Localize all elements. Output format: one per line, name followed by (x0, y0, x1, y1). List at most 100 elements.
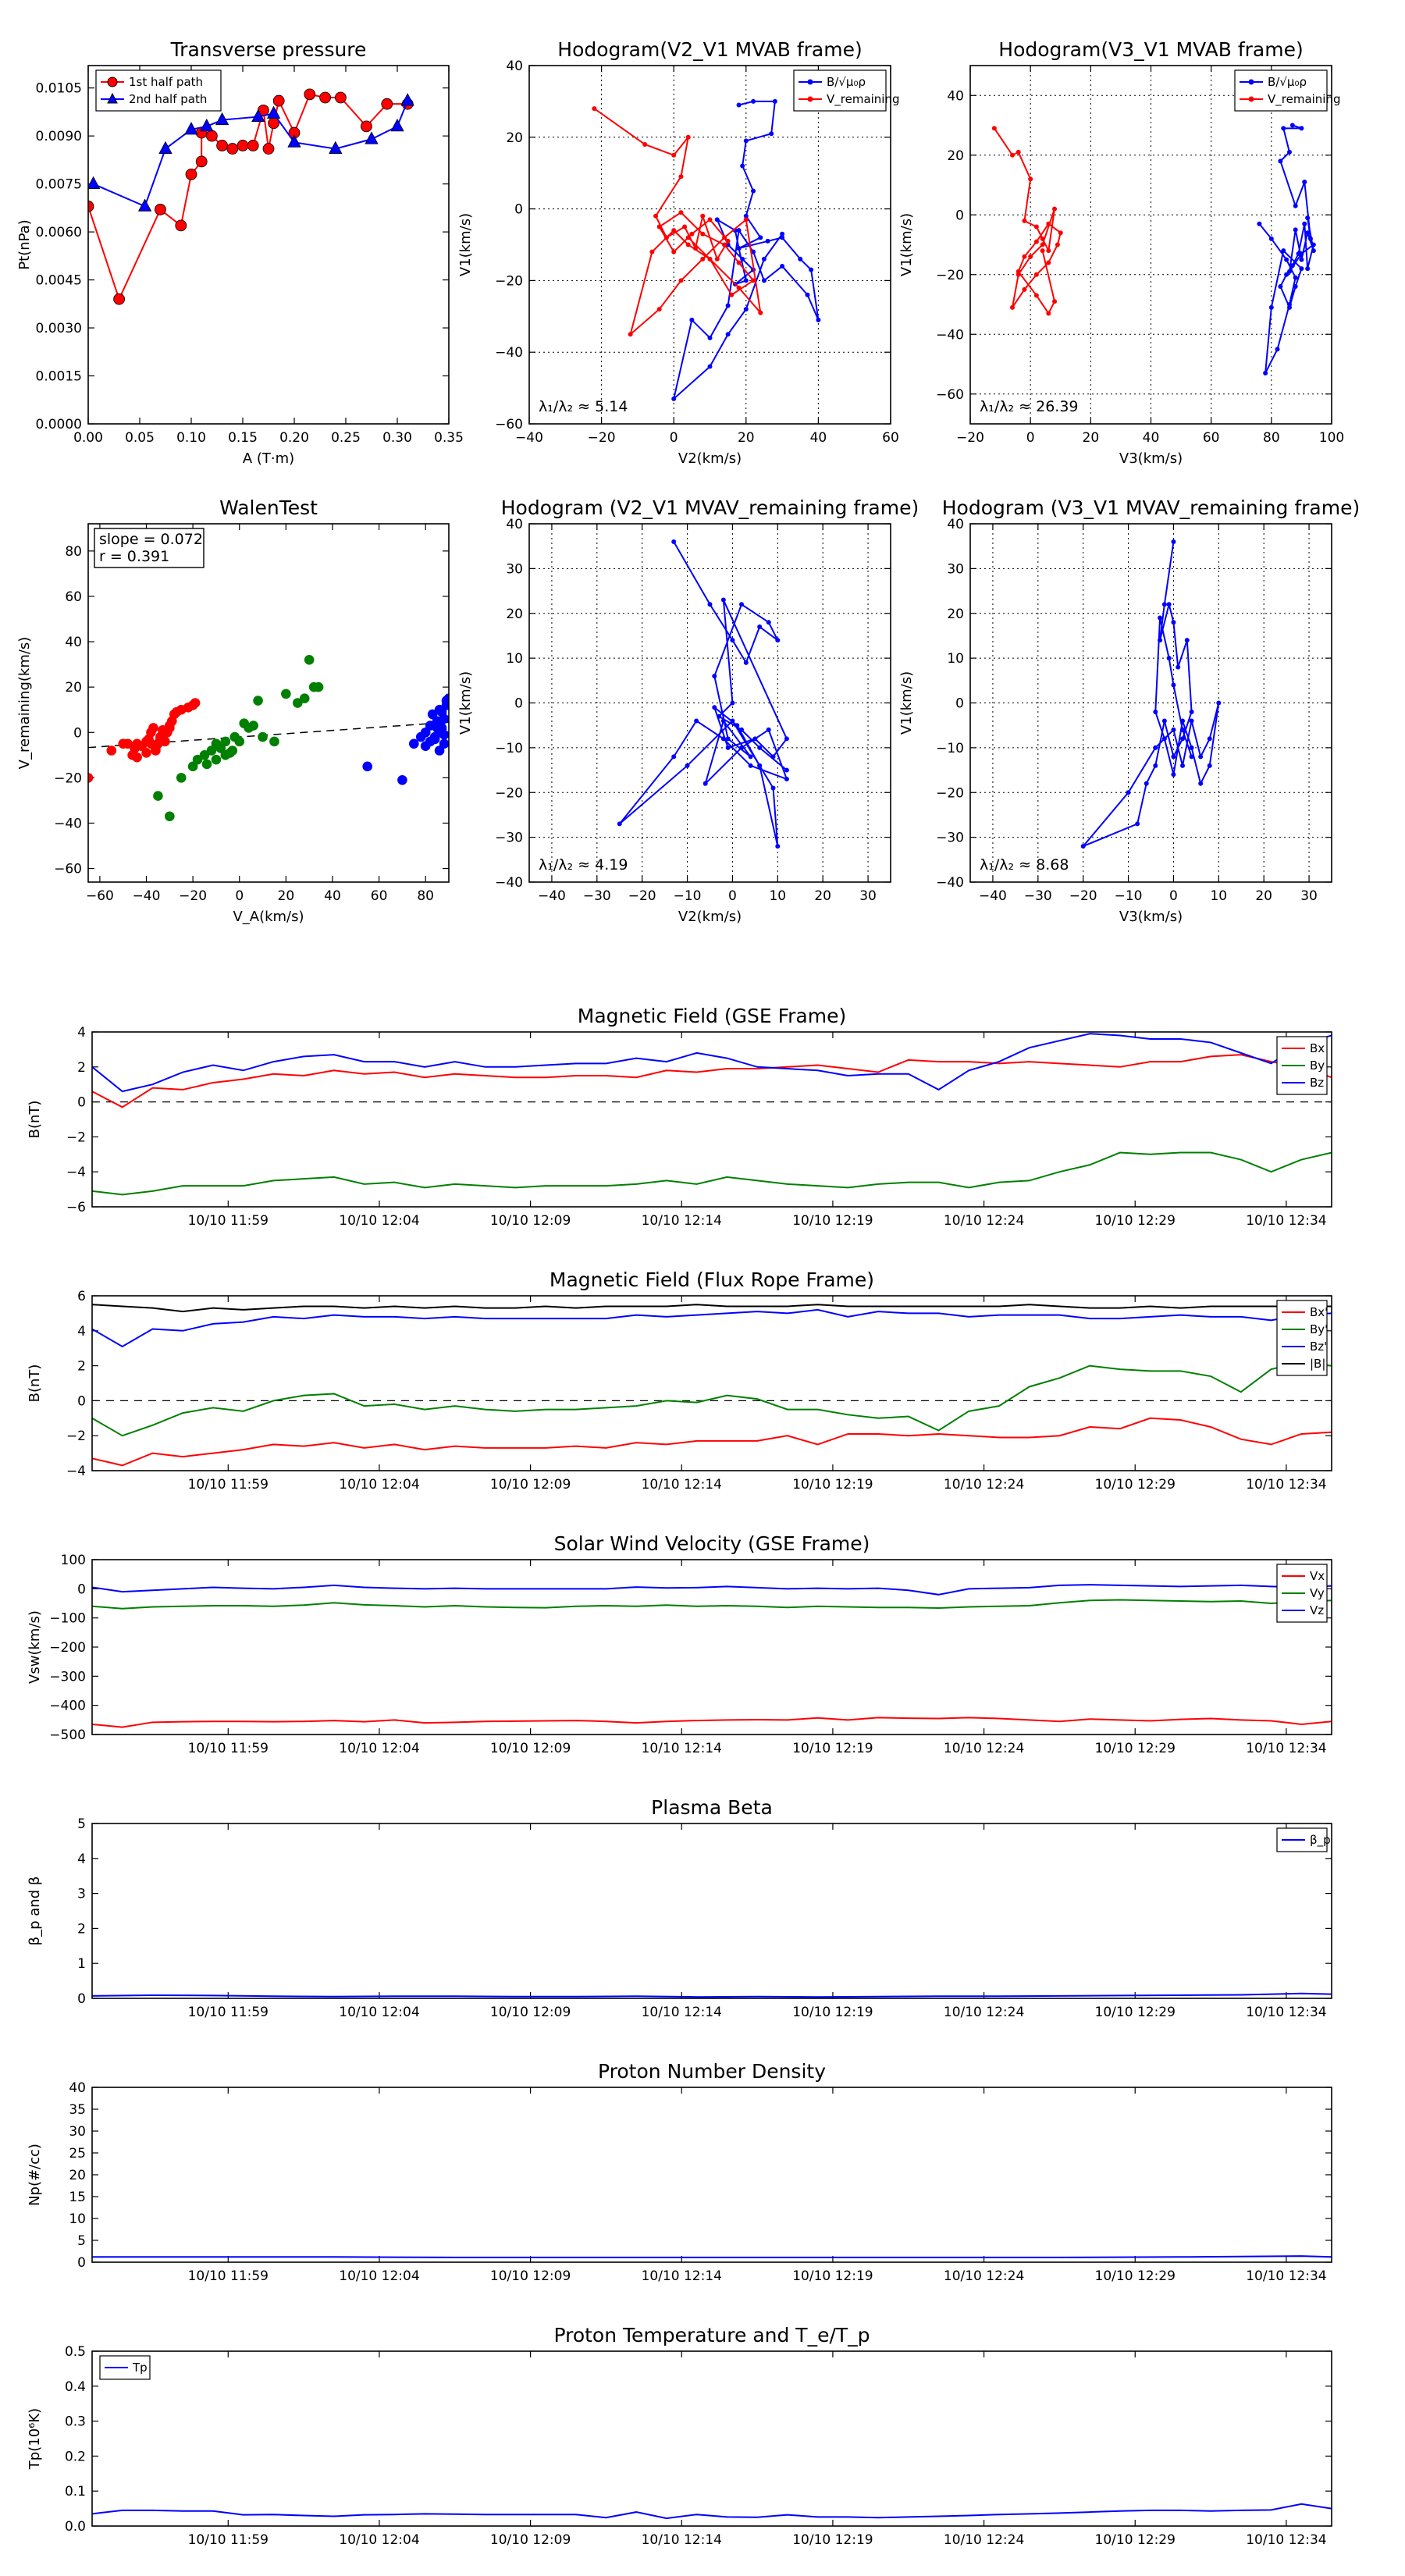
data-point (700, 231, 706, 237)
data-point (304, 655, 315, 665)
series-line-2nd half path (93, 100, 409, 208)
x-axis-label: V3(km/s) (1119, 450, 1183, 467)
y-tick-label: 0.0075 (36, 177, 82, 193)
data-point (1040, 248, 1045, 254)
data-point (592, 106, 597, 112)
chart-title: Magnetic Field (GSE Frame) (578, 1005, 846, 1027)
data-point (408, 738, 419, 749)
data-point (313, 681, 324, 692)
data-point (1022, 254, 1027, 259)
x-tick-label: 10/10 12:09 (490, 2268, 571, 2284)
stats-box (94, 528, 205, 568)
data-point (319, 91, 332, 104)
data-point (215, 743, 226, 753)
x-tick-label: 0.25 (331, 430, 361, 446)
data-point (1305, 215, 1311, 221)
legend-box (793, 69, 887, 112)
legend-marker (807, 96, 813, 102)
data-point (1302, 180, 1307, 185)
x-tick-label: 0.05 (125, 430, 155, 446)
chart-proton-temperature: Proton Temperature and T_e/T_p 10/10 11:5… (27, 2324, 1332, 2548)
legend: Tp (99, 2355, 151, 2380)
data-point (1144, 781, 1149, 786)
data-point (1275, 347, 1280, 352)
chart-title: Transverse pressure (170, 38, 367, 61)
data-point (780, 264, 785, 269)
legend-marker (107, 92, 118, 104)
x-tick-label: 0 (728, 888, 737, 904)
plot-area (92, 1033, 1332, 1196)
y-tick-label: 0.0015 (36, 369, 82, 385)
data-point (153, 791, 163, 801)
x-tick-label: 10/10 11:59 (188, 1741, 269, 1756)
data-point (739, 727, 745, 732)
data-point (805, 292, 810, 297)
data-point (1016, 149, 1021, 155)
data-point (722, 242, 727, 247)
data-point (1080, 844, 1086, 849)
series-line-Bx' (92, 1417, 1332, 1467)
data-point (780, 231, 785, 237)
x-tick-label: 0.15 (228, 430, 258, 446)
data-point (113, 293, 126, 305)
data-point (707, 217, 713, 222)
data-point (752, 736, 758, 742)
x-tick-label: 10/10 12:09 (490, 1213, 571, 1229)
y-tick-label: 30 (947, 561, 964, 577)
data-point (272, 94, 285, 107)
legend-label: Bz (1310, 1076, 1324, 1090)
y-tick-label: 0.1 (65, 2484, 86, 2500)
data-point (1153, 709, 1158, 714)
data-point (187, 761, 198, 772)
data-point (287, 134, 301, 148)
y-tick-label: −2 (66, 1429, 86, 1444)
x-tick-label: 10/10 12:09 (490, 1477, 571, 1493)
data-point (420, 741, 431, 751)
data-point (1166, 602, 1172, 607)
y-tick-label: −30 (495, 831, 523, 846)
data-point (743, 138, 749, 144)
x-tick-label: 10 (769, 888, 786, 904)
data-point (671, 396, 677, 401)
data-point (365, 131, 379, 144)
data-point (1278, 158, 1283, 164)
data-point (656, 224, 662, 229)
series-line-Bz' (92, 1308, 1332, 1348)
x-tick-label: 40 (810, 430, 827, 446)
data-point (653, 213, 659, 219)
data-point (730, 718, 735, 724)
data-point (1293, 284, 1298, 290)
data-point (234, 736, 245, 747)
series-line-Bx (92, 1054, 1332, 1108)
data-point (694, 718, 699, 724)
x-tick-label: 10/10 12:14 (642, 2268, 722, 2284)
y-tick-label: 20 (506, 607, 523, 622)
x-tick-label: 0 (670, 430, 678, 446)
chart-hodogram-v3-v1-mvab: Hodogram(V3_V1 MVAB frame) −20 0 20 40 60 80 10… (898, 38, 1344, 467)
y-tick-label: 4 (77, 1025, 86, 1041)
data-point (397, 774, 407, 785)
data-point (427, 709, 438, 720)
legend-marker (1248, 96, 1254, 102)
data-point (192, 754, 203, 765)
data-point (227, 745, 238, 756)
data-point (769, 131, 774, 137)
data-point (761, 256, 767, 262)
data-point (106, 745, 117, 756)
data-point (400, 93, 414, 106)
data-point (226, 143, 239, 155)
data-point (757, 745, 763, 750)
x-tick-label: 10/10 11:59 (188, 2268, 269, 2284)
y-tick-label: −300 (49, 1669, 86, 1685)
data-point (1284, 257, 1289, 262)
data-point (685, 134, 691, 140)
data-point (155, 731, 165, 742)
x-tick-label: −40 (538, 888, 566, 904)
data-point (1257, 221, 1262, 226)
series-line-Vz (92, 1584, 1332, 1596)
data-point (685, 242, 691, 247)
data-point (1281, 248, 1286, 254)
data-point (1293, 227, 1298, 233)
data-point (809, 267, 814, 272)
data-point (729, 292, 735, 297)
